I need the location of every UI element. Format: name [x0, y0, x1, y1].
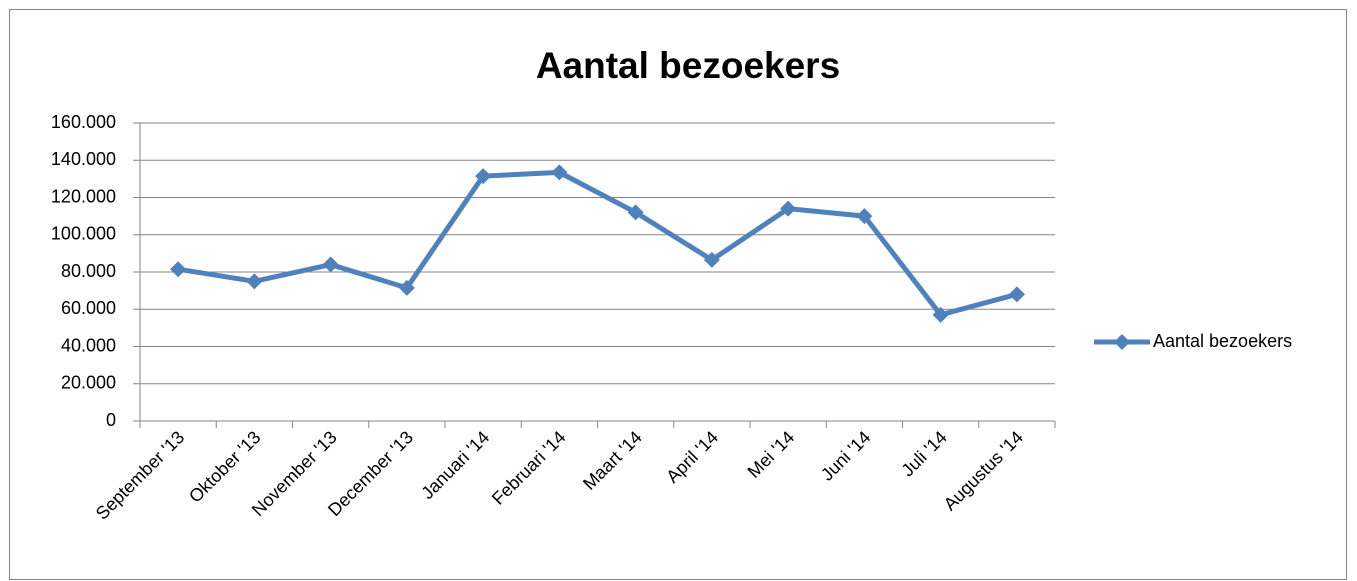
data-point [322, 256, 339, 273]
data-point [856, 208, 873, 225]
data-point [1008, 286, 1025, 303]
data-point [398, 279, 415, 296]
data-point [627, 204, 644, 221]
chart-title: Aantal bezoekers [536, 45, 840, 86]
y-tick-label: 40.000 [61, 335, 116, 355]
data-point [475, 168, 492, 185]
y-tick-label: 60.000 [61, 298, 116, 318]
y-tick-label: 80.000 [61, 261, 116, 281]
series-line [177, 169, 1018, 318]
data-point [170, 261, 187, 278]
data-point [551, 164, 568, 181]
y-tick-label: 140.000 [51, 149, 116, 169]
y-tick-label: 20.000 [61, 373, 116, 393]
y-tick-label: 120.000 [51, 186, 116, 206]
y-tick-label: 0 [106, 410, 116, 430]
y-tick-label: 160.000 [51, 112, 116, 132]
data-point [703, 251, 720, 268]
legend-marker [1114, 334, 1130, 350]
y-tick-label: 100.000 [51, 224, 116, 244]
legend-label: Aantal bezoekers [1153, 331, 1292, 351]
chart-frame [9, 9, 1347, 580]
data-point [932, 306, 949, 323]
data-point [246, 273, 263, 290]
data-point [780, 200, 797, 217]
